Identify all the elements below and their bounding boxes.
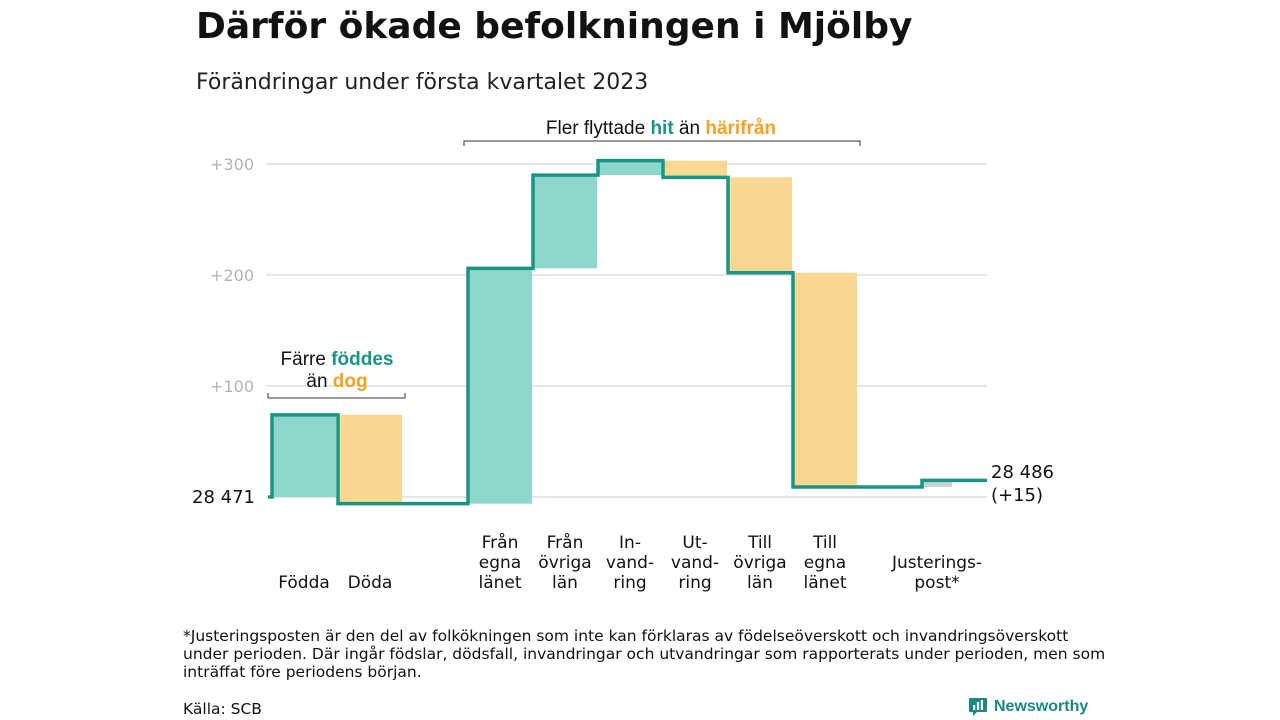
y-tick-label: +100 xyxy=(210,377,254,396)
annotation-births-bracket xyxy=(267,393,406,399)
category-label: Döda xyxy=(348,573,393,593)
waterfall-chart: +100 +200 +300 28 471 28 486(+15) Födda Döda Fr… xyxy=(192,118,1054,593)
waterfall-bar xyxy=(338,414,402,504)
end-value-label: 28 486 xyxy=(991,462,1054,483)
category-label: Från egna länet xyxy=(478,532,521,593)
waterfall-bar xyxy=(272,414,336,497)
brand-name: Newsworthy xyxy=(994,698,1089,715)
annotation-migration-text: Fler flyttade hit än härifrån xyxy=(546,118,776,139)
waterfall-bar xyxy=(598,160,662,176)
waterfall-bar xyxy=(793,272,857,488)
category-label: Födda xyxy=(278,573,330,593)
source-note: Källa: SCB xyxy=(183,700,262,718)
category-label: Ut-vand-ring xyxy=(671,533,719,593)
footnote: *Justeringsposten är den del av folkökni… xyxy=(183,627,1106,681)
annotation-migration-bracket xyxy=(463,140,861,146)
newsworthy-logo[interactable]: Newsworthy xyxy=(968,697,1088,717)
waterfall-bar xyxy=(663,160,727,178)
waterfall-bar xyxy=(468,268,532,504)
end-change-label: (+15) xyxy=(991,485,1043,506)
chart-title: Därför ökade befolkningen i Mjölby xyxy=(196,6,913,47)
category-label: In-vand-ring xyxy=(606,533,654,593)
waterfall-bar xyxy=(728,177,792,273)
cumulative-step-line xyxy=(268,158,987,506)
annotation-births-line1: Färre föddes xyxy=(281,349,394,370)
category-label: Till övriga län xyxy=(733,533,786,593)
newsworthy-logo-icon xyxy=(969,698,987,716)
y-tick-label: +300 xyxy=(210,155,254,174)
waterfall-bar xyxy=(533,175,597,269)
waterfall-bar xyxy=(922,480,952,488)
category-label: Till egna länet xyxy=(803,533,846,593)
start-value-label: 28 471 xyxy=(192,487,255,508)
chart-subtitle: Förändringar under första kvartalet 2023 xyxy=(196,70,649,95)
category-label: Justerings-post* xyxy=(891,553,982,593)
annotation-births-line2: än dog xyxy=(306,371,367,392)
y-tick-label: +200 xyxy=(210,266,254,285)
category-label: Från övriga län xyxy=(538,532,591,593)
